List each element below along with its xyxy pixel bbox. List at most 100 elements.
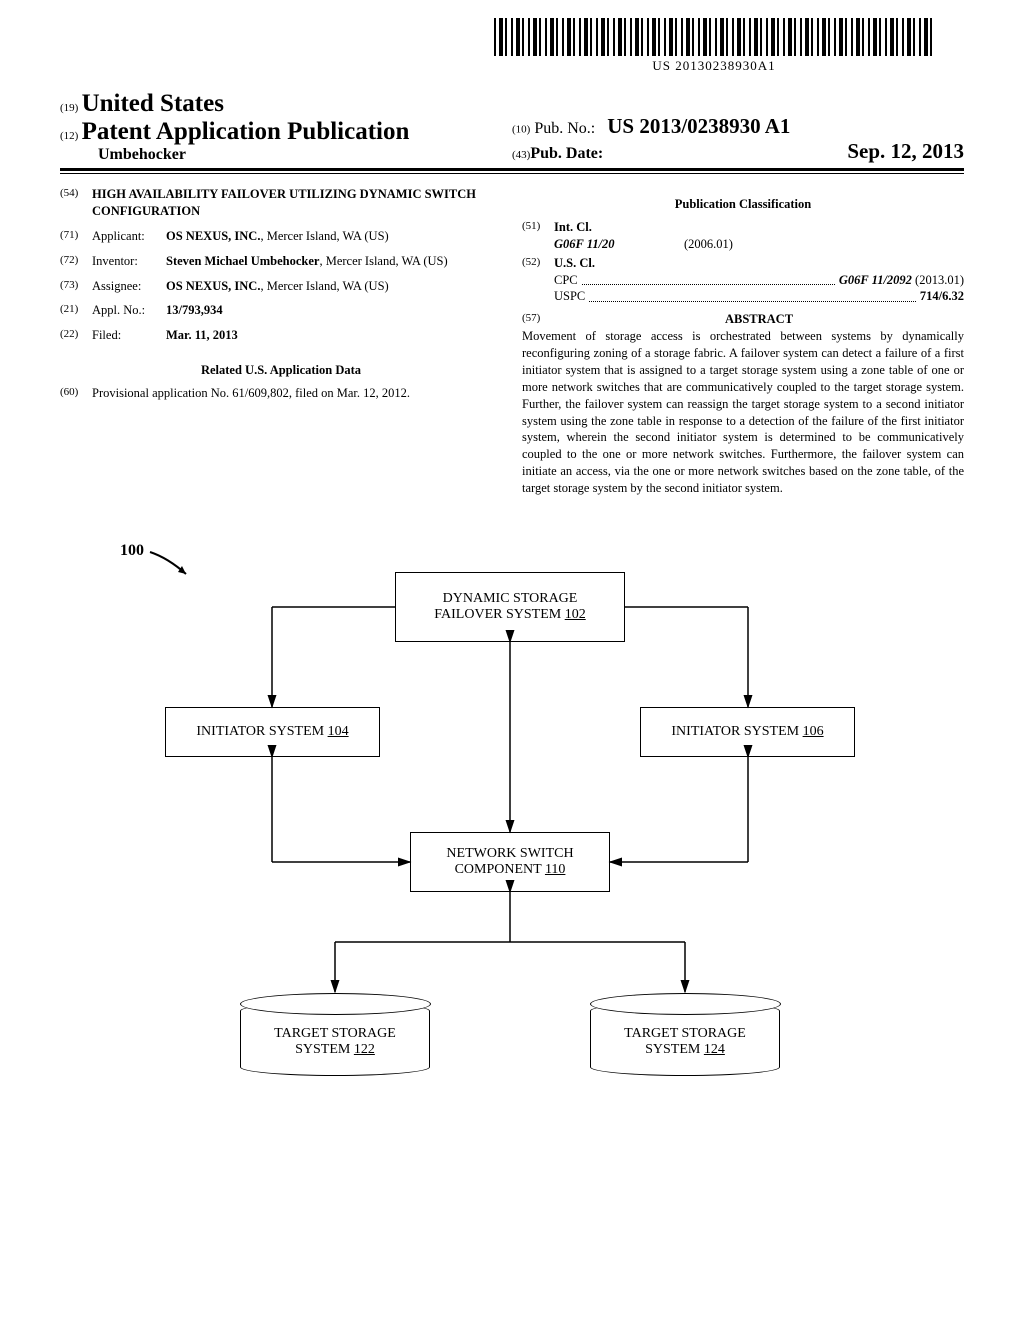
rule-thin [60, 173, 964, 174]
f73-num: (73) [60, 278, 92, 295]
pubclass-heading: Publication Classification [522, 196, 964, 213]
field-72: (72) Inventor: Steven Michael Umbehocker… [60, 253, 502, 270]
cpc-year: (2013.01) [915, 272, 964, 289]
f57-num: (57) [522, 311, 554, 328]
f52-num: (52) [522, 255, 554, 306]
f73-lbl: Assignee: [92, 278, 166, 295]
f71-lbl: Applicant: [92, 228, 166, 245]
init2-num: 106 [803, 724, 824, 739]
line12-num: (12) [60, 130, 78, 142]
line19-text: United States [82, 90, 224, 117]
header-left: (19) United States (12) Patent Applicati… [60, 90, 512, 164]
tgt1-l2: SYSTEM [295, 1042, 350, 1057]
figure-diagram: 100 DYNAMIC STORAGE FAILOVER SYSTEM 102 … [60, 542, 964, 1112]
cpc-lbl: CPC [554, 272, 578, 289]
patent-page: US 20130238930A1 (19) United States (12)… [0, 0, 1024, 1320]
f51-num: (51) [522, 219, 554, 253]
dsfs-num: 102 [565, 607, 586, 622]
header-right: (10) Pub. No.: US 2013/0238930 A1 (43) P… [512, 114, 964, 164]
f71-rest: , Mercer Island, WA (US) [260, 229, 388, 243]
field-73: (73) Assignee: OS NEXUS, INC., Mercer Is… [60, 278, 502, 295]
ref-100: 100 [120, 542, 144, 560]
cylinder-target-2: TARGET STORAGE SYSTEM 124 [590, 1002, 780, 1076]
f22-num: (22) [60, 327, 92, 344]
f73-bold: OS NEXUS, INC. [166, 279, 260, 293]
field-60: (60) Provisional application No. 61/609,… [60, 385, 502, 402]
barcode-icon [494, 18, 934, 56]
left-column: (54) HIGH AVAILABILITY FAILOVER UTILIZIN… [60, 186, 502, 497]
line19-num: (19) [60, 102, 78, 114]
rule-thick [60, 168, 964, 171]
barcode-block: US 20130238930A1 [494, 18, 934, 74]
field-21: (21) Appl. No.: 13/793,934 [60, 302, 502, 319]
related-heading: Related U.S. Application Data [60, 362, 502, 379]
nsw-l1: NETWORK SWITCH [446, 846, 573, 861]
line10-num: (10) [512, 123, 530, 135]
f60-num: (60) [60, 385, 92, 402]
field-22: (22) Filed: Mar. 11, 2013 [60, 327, 502, 344]
field-71: (71) Applicant: OS NEXUS, INC., Mercer I… [60, 228, 502, 245]
box-initiator-1: INITIATOR SYSTEM 104 [165, 707, 380, 757]
f71-num: (71) [60, 228, 92, 245]
barcode-number: US 20130238930A1 [494, 58, 934, 74]
init1-lbl: INITIATOR SYSTEM [196, 724, 324, 739]
pub-date-label: Pub. Date: [530, 145, 603, 163]
pub-date: Sep. 12, 2013 [847, 139, 964, 164]
uspc-lbl: USPC [554, 288, 585, 305]
f21-val: 13/793,934 [166, 302, 502, 319]
f72-val: Steven Michael Umbehocker, Mercer Island… [166, 253, 502, 270]
tgt2-num: 124 [704, 1042, 725, 1057]
field-54: (54) HIGH AVAILABILITY FAILOVER UTILIZIN… [60, 186, 502, 220]
abstract-heading: ABSTRACT [554, 311, 964, 328]
f54-num: (54) [60, 186, 92, 220]
line43-num: (43) [512, 149, 530, 161]
f72-lbl: Inventor: [92, 253, 166, 270]
arrow-curve-icon [148, 550, 198, 580]
f72-bold: Steven Michael Umbehocker [166, 254, 319, 268]
f54-title: HIGH AVAILABILITY FAILOVER UTILIZING DYN… [92, 186, 502, 220]
pub-no: US 2013/0238930 A1 [607, 114, 790, 138]
header: (19) United States (12) Patent Applicati… [60, 90, 964, 164]
cpc-val: G06F 11/2092 [839, 272, 912, 289]
dots-icon [589, 301, 916, 302]
f21-num: (21) [60, 302, 92, 319]
cylinder-target-1: TARGET STORAGE SYSTEM 122 [240, 1002, 430, 1076]
field-57: (57) ABSTRACT [522, 311, 964, 328]
author-name: Umbehocker [98, 146, 512, 164]
box-network-switch: NETWORK SWITCH COMPONENT 110 [410, 832, 610, 892]
ref-100-num: 100 [120, 542, 144, 559]
f21-lbl: Appl. No.: [92, 302, 166, 319]
f22-val: Mar. 11, 2013 [166, 327, 502, 344]
nsw-num: 110 [545, 862, 565, 877]
field-52: (52) U.S. Cl. CPC G06F 11/2092 (2013.01)… [522, 255, 964, 306]
f52-lbl: U.S. Cl. [554, 255, 964, 272]
dots-icon [582, 284, 835, 285]
box-initiator-2: INITIATOR SYSTEM 106 [640, 707, 855, 757]
pub-no-label: Pub. No.: [534, 120, 595, 137]
box-dsfs: DYNAMIC STORAGE FAILOVER SYSTEM 102 [395, 572, 625, 642]
f73-rest: , Mercer Island, WA (US) [260, 279, 388, 293]
tgt2-l2: SYSTEM [645, 1042, 700, 1057]
line12-text: Patent Application Publication [82, 118, 410, 145]
f72-num: (72) [60, 253, 92, 270]
dsfs-l1: DYNAMIC STORAGE [443, 591, 578, 606]
dsfs-l2: FAILOVER SYSTEM [434, 607, 561, 622]
f71-val: OS NEXUS, INC., Mercer Island, WA (US) [166, 228, 502, 245]
right-column: Publication Classification (51) Int. Cl.… [522, 186, 964, 497]
abstract-text: Movement of storage access is orchestrat… [522, 328, 964, 497]
init2-lbl: INITIATOR SYSTEM [671, 724, 799, 739]
tgt1-l1: TARGET STORAGE [274, 1026, 396, 1041]
f22-lbl: Filed: [92, 327, 166, 344]
f51-code: G06F 11/20 [554, 236, 684, 253]
f51-year: (2006.01) [684, 236, 733, 253]
f73-val: OS NEXUS, INC., Mercer Island, WA (US) [166, 278, 502, 295]
uspc-val: 714/6.32 [920, 288, 964, 305]
tgt2-l1: TARGET STORAGE [624, 1026, 746, 1041]
cpc-row: CPC G06F 11/2092 (2013.01) [554, 272, 964, 289]
tgt1-num: 122 [354, 1042, 375, 1057]
f51-lbl: Int. Cl. [554, 219, 964, 236]
uspc-row: USPC 714/6.32 [554, 288, 964, 305]
f71-bold: OS NEXUS, INC. [166, 229, 260, 243]
f72-rest: , Mercer Island, WA (US) [319, 254, 447, 268]
f60-val: Provisional application No. 61/609,802, … [92, 385, 502, 402]
